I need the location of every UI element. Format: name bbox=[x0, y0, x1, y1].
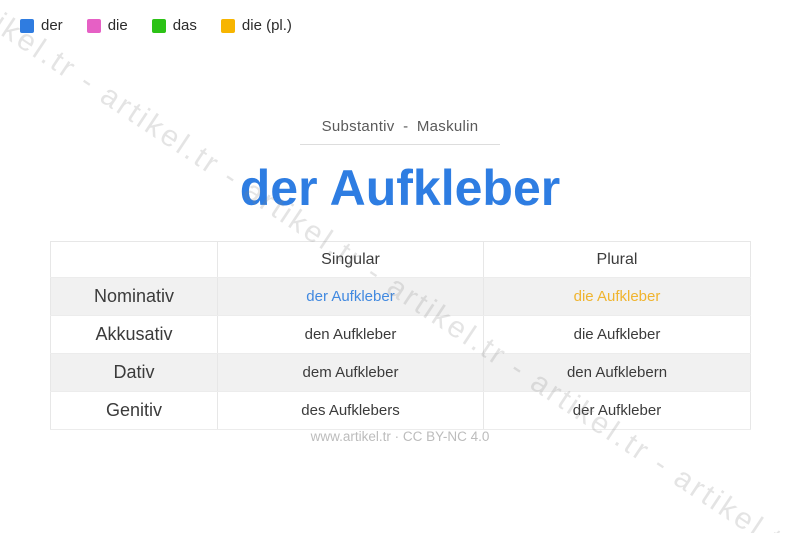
plural-column-header: Plural bbox=[483, 241, 751, 278]
case-column-header bbox=[50, 241, 218, 278]
footer-attribution: www.artikel.tr · CC BY-NC 4.0 bbox=[310, 429, 490, 444]
legend-item-der: der bbox=[20, 17, 63, 34]
table-header-row: Singular Plural bbox=[50, 241, 751, 278]
declension-table-body: Nominativ der Aufkleber die Aufkleber Akkus… bbox=[50, 277, 751, 430]
das-color-swatch bbox=[151, 18, 166, 33]
case-label: Akkusativ bbox=[50, 315, 218, 354]
der-color-swatch bbox=[20, 18, 34, 33]
legend-item-das: das bbox=[151, 17, 197, 34]
table-row: Nominativ der Aufkleber die Aufkleber bbox=[50, 277, 751, 316]
singular-cell: dem Aufkleber bbox=[217, 353, 484, 392]
declension-table: Singular Plural Nominativ der Aufkleber di… bbox=[50, 241, 751, 430]
table-row: Dativ dem Aufkleber den Aufklebern bbox=[50, 353, 751, 392]
case-label: Dativ bbox=[50, 353, 218, 392]
table-row: Akkusativ den Aufkleber die Aufkleber bbox=[50, 315, 751, 354]
legend-label: die bbox=[107, 17, 128, 34]
plural-cell: den Aufklebern bbox=[483, 353, 751, 392]
singular-cell: der Aufkleber bbox=[217, 277, 484, 316]
singular-column-header: Singular bbox=[217, 241, 484, 278]
plural-cell: die Aufkleber bbox=[483, 277, 751, 316]
legend-label: das bbox=[172, 17, 197, 34]
case-label: Nominativ bbox=[50, 277, 218, 316]
word-category-subtitle: Substantiv - Maskulin bbox=[321, 118, 479, 135]
table-row: Genitiv des Aufklebers der Aufkleber bbox=[50, 391, 751, 430]
article-color-legend: der die das die (pl.) bbox=[20, 17, 292, 34]
legend-label: der bbox=[41, 17, 63, 34]
die-color-swatch bbox=[86, 18, 101, 33]
singular-cell: den Aufkleber bbox=[217, 315, 484, 354]
page-title: der Aufkleber bbox=[239, 160, 561, 216]
legend-item-die-plural: die (pl.) bbox=[220, 17, 292, 34]
legend-label: die (pl.) bbox=[241, 17, 292, 34]
singular-cell: des Aufklebers bbox=[217, 391, 484, 430]
case-label: Genitiv bbox=[50, 391, 218, 430]
legend-item-die: die bbox=[86, 17, 128, 34]
die-plural-color-swatch bbox=[220, 18, 235, 33]
plural-cell: die Aufkleber bbox=[483, 315, 751, 354]
subtitle-divider bbox=[300, 144, 500, 145]
plural-cell: der Aufkleber bbox=[483, 391, 751, 430]
